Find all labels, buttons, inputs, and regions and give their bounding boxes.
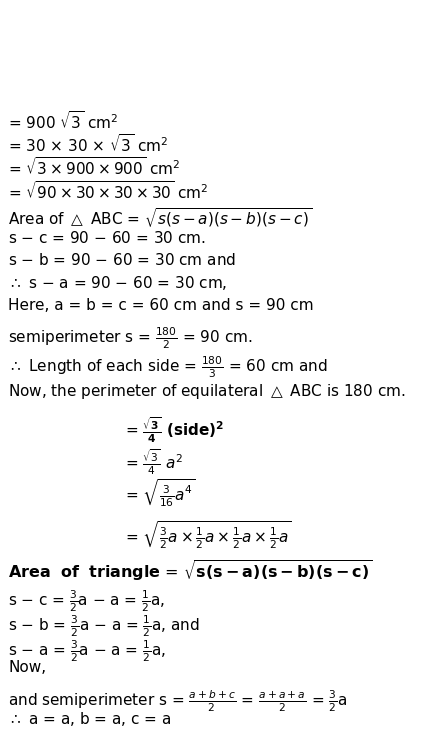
Text: Here, a = b = c = 60 cm and s = 90 cm: Here, a = b = c = 60 cm and s = 90 cm: [8, 298, 314, 313]
Text: s $-$ b = $\frac{3}{2}$a $-$ a = $\frac{1}{2}$a, and: s $-$ b = $\frac{3}{2}$a $-$ a = $\frac{…: [8, 613, 200, 638]
Text: = 30 $\times$ 30 $\times$ $\sqrt{3}$ cm$^2$: = 30 $\times$ 30 $\times$ $\sqrt{3}$ cm$…: [8, 133, 168, 155]
Text: $\therefore$ Length of each side = $\frac{180}{3}$ = 60 cm and: $\therefore$ Length of each side = $\fra…: [8, 354, 327, 380]
Text: $\therefore$ s $-$ a = 90 $-$ 60 = 30 cm,: $\therefore$ s $-$ a = 90 $-$ 60 = 30 cm…: [8, 274, 227, 292]
Text: Now, the perimeter of equilateral $\triangle$ ABC is 180 cm.: Now, the perimeter of equilateral $\tria…: [8, 382, 406, 401]
Text: s $-$ c = $\frac{3}{2}$a $-$ a = $\frac{1}{2}$a,: s $-$ c = $\frac{3}{2}$a $-$ a = $\frac{…: [8, 588, 165, 613]
Text: = 900 $\sqrt{3}$ cm$^2$: = 900 $\sqrt{3}$ cm$^2$: [8, 110, 118, 132]
Text: = $\sqrt{90 \times 30 \times 30 \times 30}$ cm$^2$: = $\sqrt{90 \times 30 \times 30 \times 3…: [8, 180, 209, 202]
Text: = $\sqrt{3 \times 900 \times 900}$ cm$^2$: = $\sqrt{3 \times 900 \times 900}$ cm$^2…: [8, 156, 180, 178]
Text: = $\mathbf{\frac{\sqrt{3}}{4}}$ $\mathbf{(side)^2}$: = $\mathbf{\frac{\sqrt{3}}{4}}$ $\mathbf…: [125, 415, 224, 445]
Text: s $-$ c = 90 $-$ 60 = 30 cm.: s $-$ c = 90 $-$ 60 = 30 cm.: [8, 230, 206, 246]
Text: = $\sqrt{\frac{3}{16}a^4}$: = $\sqrt{\frac{3}{16}a^4}$: [125, 478, 196, 509]
Text: $\mathbf{Area\ \ of\ \ triangle}$ = $\mathbf{\sqrt{s(s-a)(s-b)(s-c)}}$: $\mathbf{Area\ \ of\ \ triangle}$ = $\ma…: [8, 558, 373, 583]
Text: s $-$ b = 90 $-$ 60 = 30 cm and: s $-$ b = 90 $-$ 60 = 30 cm and: [8, 252, 236, 268]
Text: s $-$ a = $\frac{3}{2}$a $-$ a = $\frac{1}{2}$a,: s $-$ a = $\frac{3}{2}$a $-$ a = $\frac{…: [8, 638, 166, 664]
Text: $\therefore$ a = a, b = a, c = a: $\therefore$ a = a, b = a, c = a: [8, 710, 171, 728]
Text: = $\frac{\sqrt{3}}{4}$ $a^2$: = $\frac{\sqrt{3}}{4}$ $a^2$: [125, 447, 183, 477]
Text: and semiperimeter s = $\frac{a+b+c}{2}$ = $\frac{a+a+a}{2}$ = $\frac{3}{2}$a: and semiperimeter s = $\frac{a+b+c}{2}$ …: [8, 688, 347, 714]
Text: semiperimeter s = $\frac{180}{2}$ = 90 cm.: semiperimeter s = $\frac{180}{2}$ = 90 c…: [8, 325, 253, 351]
Text: Area of $\triangle$ ABC = $\sqrt{s(s-a)(s-b)(s-c)}$: Area of $\triangle$ ABC = $\sqrt{s(s-a)(…: [8, 206, 312, 230]
Text: = $\sqrt{\frac{3}{2}a \times \frac{1}{2}a \times \frac{1}{2}a \times \frac{1}{2}: = $\sqrt{\frac{3}{2}a \times \frac{1}{2}…: [125, 520, 291, 551]
Text: Now,: Now,: [8, 660, 46, 675]
